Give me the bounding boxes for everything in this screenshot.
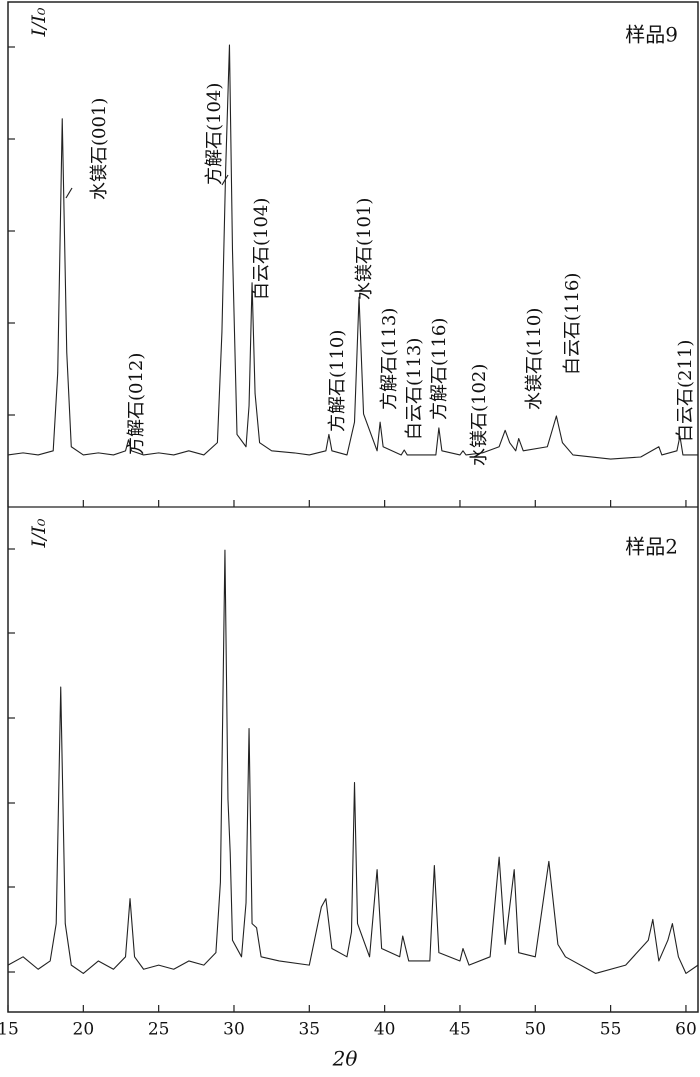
x-tick-label: 30 xyxy=(223,1020,245,1040)
peak-annotation: 白云石(116) xyxy=(562,273,583,375)
panel-title: 样品2 xyxy=(625,535,678,559)
y-axis-label: I/I₀ xyxy=(28,518,50,548)
x-axis-label: 2θ xyxy=(332,1047,358,1071)
peak-annotation: 水镁石(101) xyxy=(354,198,375,300)
spectrum-line xyxy=(7,549,699,974)
x-tick-label: 20 xyxy=(73,1020,95,1040)
spectrum-line xyxy=(7,44,698,460)
y-axis-label: I/I₀ xyxy=(28,7,50,37)
peak-annotation: 方解石(110) xyxy=(327,330,348,432)
x-tick-label: 40 xyxy=(374,1020,396,1040)
x-tick-label: 60 xyxy=(675,1020,697,1040)
leader-line xyxy=(65,187,73,199)
panel-title: 样品9 xyxy=(625,23,678,47)
peak-annotation: 水镁石(102) xyxy=(469,364,490,466)
peak-annotation: 水镁石(001) xyxy=(89,98,110,200)
x-tick-label: 35 xyxy=(298,1020,320,1040)
peak-annotation: 方解石(113) xyxy=(379,308,400,410)
x-tick-label: 55 xyxy=(600,1020,622,1040)
peak-annotation: 方解石(104) xyxy=(204,83,225,185)
x-tick-label: 15 xyxy=(0,1020,19,1040)
peak-annotation: 白云石(113) xyxy=(404,338,425,440)
peak-annotation: 白云石(104) xyxy=(251,198,272,300)
peak-annotation: 白云石(211) xyxy=(675,340,696,442)
peak-annotation: 方解石(116) xyxy=(429,318,450,420)
x-tick-label: 25 xyxy=(148,1020,170,1040)
peak-annotation: 方解石(012) xyxy=(126,353,147,455)
peak-annotation: 水镁石(110) xyxy=(524,308,545,410)
x-tick-label: 45 xyxy=(449,1020,471,1040)
y-tick-marks xyxy=(8,46,15,973)
x-tick-label: 50 xyxy=(524,1020,546,1040)
